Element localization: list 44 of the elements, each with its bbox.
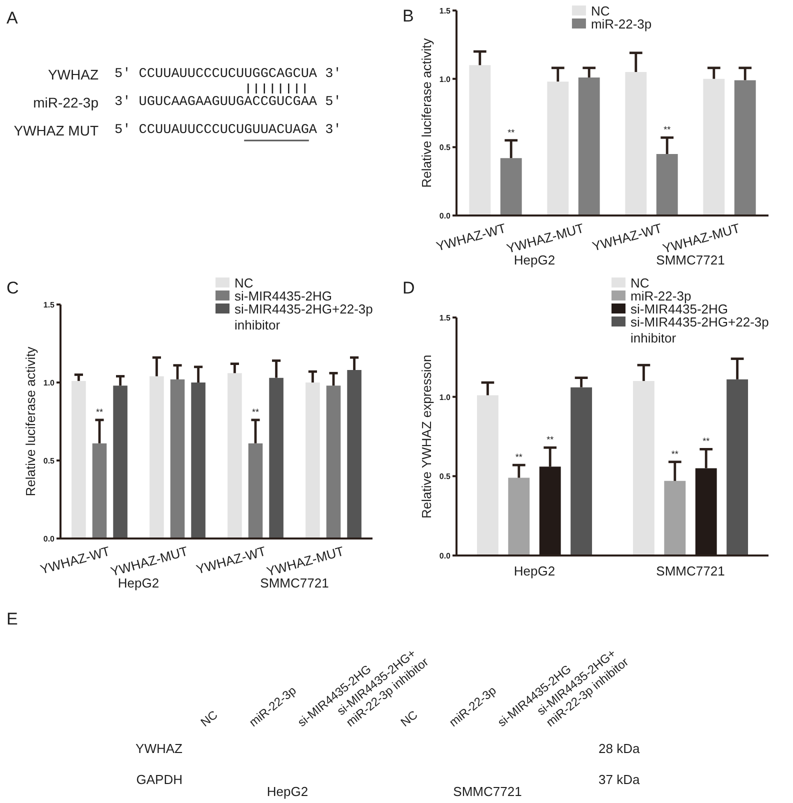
y-tick-label: 1.5 bbox=[439, 314, 452, 322]
legend-label: si-MIR4435-2HG bbox=[630, 302, 728, 316]
y-tick-label: 0.5 bbox=[439, 472, 452, 482]
category-label: 28 kDa bbox=[598, 741, 640, 756]
data-label: ** bbox=[96, 406, 104, 417]
text: YWHAZ bbox=[48, 66, 99, 82]
y-tick-label: 1.0 bbox=[439, 392, 452, 402]
legend-label: si-MIR4435-2HG+22-3p inhibitor bbox=[234, 302, 373, 332]
data-label: ** bbox=[702, 436, 710, 446]
text: SMMC7721 bbox=[260, 576, 329, 590]
y-tick-label: 1.0 bbox=[43, 378, 56, 388]
text: 5' CCUUAUUCCCUCUUGGCAGCUA 3' bbox=[114, 67, 342, 82]
category-label: 37 kDa bbox=[598, 772, 640, 787]
data-label: ** bbox=[252, 406, 260, 417]
legend-label: NC bbox=[234, 276, 254, 290]
y-axis-title: Relative YWHAZ expression bbox=[419, 354, 434, 518]
chart-title: D bbox=[402, 278, 415, 298]
text: SMMC7721 bbox=[453, 784, 522, 799]
text: YWHAZ MUT bbox=[14, 122, 99, 138]
data-label: ** bbox=[671, 448, 679, 459]
text: A bbox=[6, 8, 18, 28]
legend-label: NC bbox=[630, 276, 650, 290]
y-tick-label: 1.5 bbox=[43, 300, 56, 310]
legend-label: si-MIR4435-2HG+22-3p inhibitor bbox=[630, 314, 769, 346]
text: 5' CCUUAUUCCCUCUGUUACUAGA 3' bbox=[114, 123, 342, 138]
legend-label: miR-22-3p bbox=[630, 288, 692, 304]
data-label: ** bbox=[515, 452, 523, 462]
text: HepG2 bbox=[118, 576, 160, 590]
y-tick-label: 0.0 bbox=[43, 534, 56, 544]
text: E bbox=[6, 610, 18, 628]
category-label: NC bbox=[198, 708, 220, 730]
legend-label: si-MIR4435-2HG bbox=[234, 288, 332, 304]
category-label: YWHAZ bbox=[136, 741, 183, 756]
x-tick-label: SMMC7721 bbox=[656, 564, 725, 578]
data-label: ** bbox=[546, 434, 554, 445]
text: miR-22-3p bbox=[33, 94, 99, 110]
text: HepG2 bbox=[266, 784, 308, 799]
chart-title: C bbox=[6, 278, 19, 298]
y-tick-label: 0.5 bbox=[43, 456, 56, 466]
x-tick-label: HepG2 bbox=[514, 564, 556, 578]
text: 3' UGUCAAGAAGUUGACCGUCGAA 5' bbox=[114, 95, 342, 110]
y-tick-label: 0.0 bbox=[439, 552, 452, 560]
category-label: GAPDH bbox=[136, 772, 183, 787]
y-axis-title: Relative luciferase activity bbox=[23, 346, 38, 496]
